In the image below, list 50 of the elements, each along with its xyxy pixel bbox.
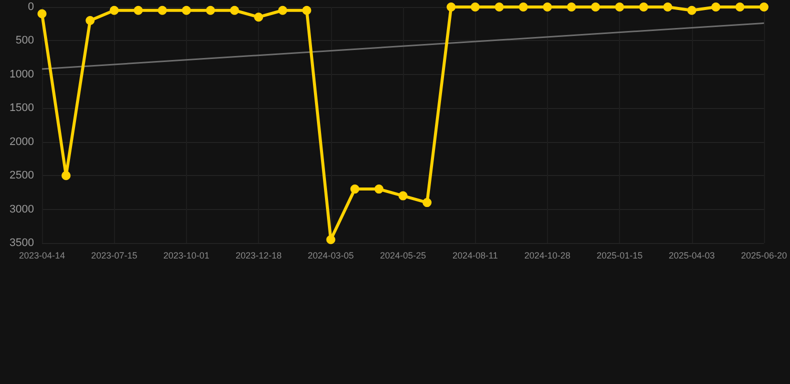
- point: [542, 2, 552, 12]
- point: [663, 2, 672, 12]
- x-tick-label: 2025-04-03: [668, 250, 715, 260]
- point: [639, 2, 648, 12]
- y-tick-label: 0: [28, 1, 34, 13]
- y-tick-label: 500: [16, 34, 34, 47]
- y-tick-label: 1000: [10, 68, 34, 80]
- y-tick-label: 1500: [10, 102, 34, 114]
- point: [422, 198, 432, 208]
- x-tick-label: 2025-01-15: [596, 250, 643, 260]
- y-tick-label: 3500: [10, 237, 34, 249]
- point: [518, 2, 528, 12]
- x-tick-label: 2024-05-25: [380, 250, 426, 260]
- point: [687, 6, 696, 15]
- point: [615, 2, 624, 12]
- point: [446, 2, 456, 12]
- x-tick-label: 2023-10-01: [163, 250, 210, 260]
- x-tick-label: 2024-03-05: [308, 250, 354, 260]
- y-tick-label: 2500: [10, 170, 34, 182]
- point: [711, 2, 720, 12]
- point: [374, 184, 384, 194]
- y-tick-label: 3000: [10, 203, 34, 216]
- point: [566, 2, 576, 12]
- x-tick-label: 2023-04-14: [18, 250, 66, 260]
- point: [759, 2, 768, 12]
- point: [494, 2, 504, 12]
- y-tick-label: 2000: [10, 136, 34, 148]
- point: [278, 6, 288, 15]
- point: [302, 6, 312, 15]
- point: [206, 6, 215, 15]
- x-tick-label: 2024-10-28: [524, 250, 570, 260]
- point: [398, 191, 408, 200]
- point: [182, 6, 191, 15]
- point: [62, 171, 71, 180]
- point: [86, 16, 95, 25]
- point: [38, 9, 46, 18]
- point: [158, 6, 167, 15]
- x-tick-label: 2023-07-15: [91, 250, 138, 260]
- point: [470, 2, 480, 12]
- x-tick-label: 2024-08-11: [452, 250, 498, 260]
- point: [591, 2, 600, 12]
- x-tick-label: 2023-12-18: [236, 250, 282, 260]
- point: [110, 6, 119, 15]
- x-tick-label: 2025-06-20: [740, 250, 788, 260]
- point: [326, 235, 336, 244]
- point: [230, 6, 240, 15]
- point: [254, 12, 264, 22]
- point: [350, 184, 360, 194]
- point: [735, 2, 744, 12]
- point: [134, 6, 143, 15]
